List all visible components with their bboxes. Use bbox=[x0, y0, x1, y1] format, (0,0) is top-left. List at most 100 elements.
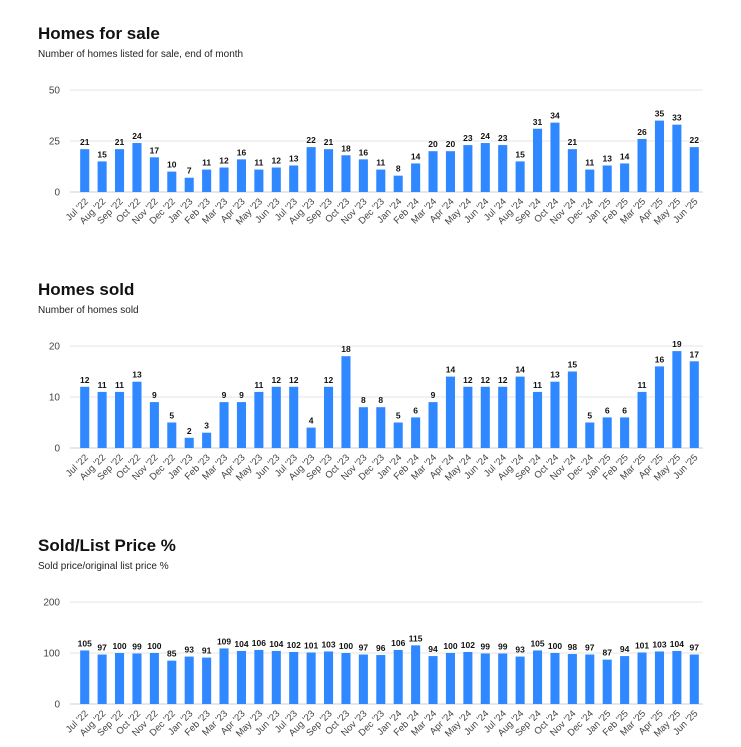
data-label: 99 bbox=[481, 642, 491, 652]
bar bbox=[202, 657, 212, 704]
bar bbox=[480, 653, 490, 704]
data-label: 104 bbox=[269, 639, 283, 649]
bar bbox=[602, 659, 612, 704]
data-label: 20 bbox=[446, 139, 456, 149]
data-label: 96 bbox=[376, 643, 386, 653]
bar bbox=[654, 366, 664, 448]
bar bbox=[533, 128, 543, 192]
bar bbox=[498, 653, 508, 704]
data-label: 3 bbox=[204, 421, 209, 431]
data-label: 18 bbox=[341, 344, 351, 354]
y-tick-label: 200 bbox=[43, 598, 60, 609]
data-label: 4 bbox=[309, 416, 314, 426]
data-label: 85 bbox=[167, 649, 177, 659]
data-label: 23 bbox=[463, 133, 473, 143]
chart-subtitle: Sold price/original list price % bbox=[38, 561, 169, 572]
bar bbox=[567, 149, 577, 192]
data-label: 8 bbox=[378, 395, 383, 405]
data-label: 19 bbox=[672, 339, 682, 349]
data-label: 100 bbox=[339, 641, 353, 651]
bar bbox=[480, 386, 490, 448]
data-label: 100 bbox=[443, 641, 457, 651]
bar bbox=[149, 402, 159, 448]
data-label: 91 bbox=[202, 646, 212, 656]
bar bbox=[498, 145, 508, 192]
bar bbox=[219, 402, 229, 448]
data-label: 94 bbox=[620, 644, 630, 654]
bar bbox=[236, 159, 246, 192]
data-label: 24 bbox=[481, 131, 491, 141]
bar bbox=[463, 145, 473, 192]
data-label: 26 bbox=[637, 127, 647, 137]
data-label: 11 bbox=[202, 158, 211, 168]
data-label: 6 bbox=[605, 405, 610, 415]
data-label: 13 bbox=[550, 370, 560, 380]
bar bbox=[236, 402, 246, 448]
bar bbox=[411, 417, 421, 448]
bar bbox=[585, 169, 595, 192]
data-label: 106 bbox=[252, 638, 266, 648]
bar bbox=[585, 654, 595, 704]
data-label: 93 bbox=[515, 645, 525, 655]
bar bbox=[341, 356, 351, 448]
y-tick-label: 20 bbox=[49, 342, 61, 353]
bar bbox=[132, 653, 142, 704]
y-tick-label: 0 bbox=[54, 700, 60, 711]
data-label: 11 bbox=[115, 380, 124, 390]
bar bbox=[393, 175, 403, 192]
chart-title: Homes sold bbox=[38, 280, 135, 299]
data-label: 97 bbox=[359, 643, 369, 653]
data-label: 105 bbox=[530, 638, 544, 648]
data-label: 102 bbox=[461, 640, 475, 650]
bar bbox=[411, 163, 421, 192]
data-label: 104 bbox=[670, 639, 684, 649]
bar bbox=[620, 656, 630, 704]
data-label: 100 bbox=[548, 641, 562, 651]
bar bbox=[358, 654, 368, 704]
data-label: 12 bbox=[289, 375, 299, 385]
y-tick-label: 10 bbox=[49, 393, 61, 404]
bar bbox=[411, 645, 421, 704]
bar bbox=[533, 391, 543, 448]
data-label: 10 bbox=[167, 160, 177, 170]
bar bbox=[637, 138, 647, 192]
bar bbox=[132, 381, 142, 448]
bar bbox=[289, 386, 299, 448]
bar bbox=[515, 161, 525, 192]
data-label: 9 bbox=[222, 390, 227, 400]
data-label: 9 bbox=[431, 390, 436, 400]
bar bbox=[567, 654, 577, 704]
data-label: 16 bbox=[237, 147, 247, 157]
bar bbox=[602, 165, 612, 192]
y-tick-label: 100 bbox=[43, 649, 60, 660]
bar bbox=[167, 422, 177, 448]
data-label: 21 bbox=[324, 137, 334, 147]
data-label: 97 bbox=[585, 643, 595, 653]
bar bbox=[445, 151, 455, 192]
bar bbox=[324, 149, 334, 192]
bar bbox=[271, 650, 281, 704]
data-label: 13 bbox=[602, 153, 612, 163]
bar bbox=[358, 407, 368, 448]
bar bbox=[672, 650, 682, 704]
bar bbox=[445, 653, 455, 704]
y-tick-label: 0 bbox=[54, 444, 60, 455]
data-label: 21 bbox=[80, 137, 90, 147]
bar bbox=[428, 151, 438, 192]
data-label: 12 bbox=[219, 156, 229, 166]
bar bbox=[271, 167, 281, 192]
data-label: 5 bbox=[169, 411, 174, 421]
bar bbox=[376, 169, 386, 192]
bar bbox=[672, 124, 682, 192]
data-label: 9 bbox=[239, 390, 244, 400]
data-label: 16 bbox=[359, 147, 369, 157]
bar bbox=[585, 422, 595, 448]
bar bbox=[324, 386, 334, 448]
data-label: 105 bbox=[78, 638, 92, 648]
data-label: 12 bbox=[324, 375, 334, 385]
data-label: 12 bbox=[272, 375, 282, 385]
bar bbox=[620, 417, 630, 448]
data-label: 21 bbox=[115, 137, 125, 147]
data-label: 12 bbox=[80, 375, 90, 385]
